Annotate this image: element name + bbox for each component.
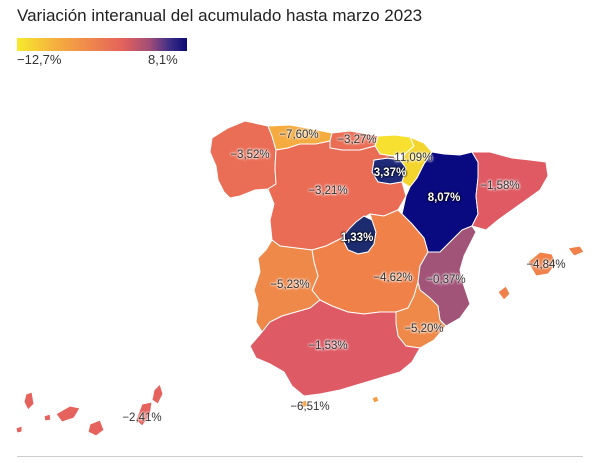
label-aragon: 8,07% — [427, 192, 461, 204]
label-extremadura: −5,23% — [270, 279, 310, 291]
region-melilla[interactable] — [371, 395, 380, 404]
label-canarias: −2,41% — [122, 412, 162, 424]
region-canarias-tenerife[interactable] — [55, 405, 81, 423]
label-galicia: −3,52% — [230, 149, 270, 161]
label-cantabria: −3,27% — [337, 134, 377, 146]
region-navarra[interactable] — [399, 136, 433, 188]
label-ceuta-melilla: −6,51% — [290, 401, 330, 413]
color-scale-bar — [17, 38, 187, 51]
region-cataluna[interactable] — [471, 151, 549, 231]
map-title: Variación interanual del acumulado hasta… — [17, 6, 423, 25]
region-canarias-gomera[interactable] — [43, 413, 52, 422]
region-baleares-mallorca[interactable] — [527, 251, 557, 277]
label-andalucia: −1,53% — [308, 340, 348, 352]
region-valencia[interactable] — [417, 225, 477, 327]
footer-divider — [17, 456, 583, 457]
region-baleares-ibiza[interactable] — [497, 285, 511, 301]
label-murcia: −5,20% — [404, 323, 444, 335]
scale-max-label: 8,1% — [148, 52, 178, 67]
region-ceuta[interactable] — [299, 399, 309, 409]
region-canarias-hierro[interactable] — [15, 425, 23, 434]
scale-min-label: −12,7% — [17, 52, 62, 67]
label-cataluna: −1,58% — [480, 180, 520, 192]
label-valencia: −0,37% — [426, 274, 466, 286]
label-pais-vasco: −11,09% — [387, 152, 433, 164]
region-canarias-la-palma[interactable] — [23, 391, 35, 411]
region-andalucia[interactable] — [249, 299, 421, 397]
label-castilla-la-mancha: −4,62% — [373, 272, 413, 284]
region-baleares-menorca[interactable] — [567, 245, 585, 257]
label-baleares: −4,84% — [526, 259, 566, 271]
label-la-rioja: 3,37% — [373, 167, 407, 179]
region-canarias-lanzarote[interactable] — [151, 383, 164, 405]
label-madrid: 1,33% — [340, 232, 374, 244]
label-castilla-leon: −3,21% — [308, 185, 348, 197]
region-canarias-fuerteventura[interactable] — [135, 401, 153, 427]
region-canarias-gran-canaria[interactable] — [87, 419, 105, 437]
label-asturias: −7,60% — [279, 129, 319, 141]
region-castilla-leon[interactable] — [267, 140, 407, 251]
